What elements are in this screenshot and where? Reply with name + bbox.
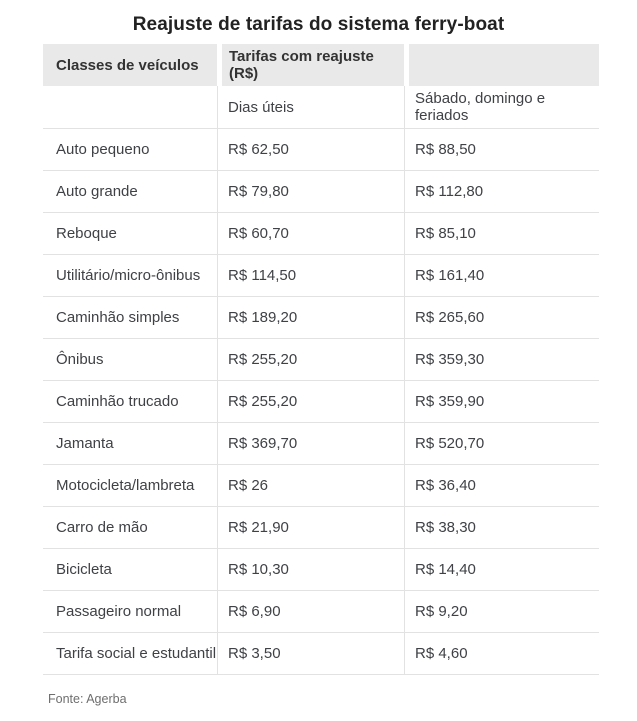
subheader-empty bbox=[43, 86, 217, 128]
vehicle-class-cell: Ônibus bbox=[56, 351, 104, 368]
table-row: Auto pequeno R$ 62,50 R$ 88,50 bbox=[43, 129, 599, 171]
weekday-tariff-cell: R$ 6,90 bbox=[217, 591, 404, 632]
weekday-tariff-cell: R$ 10,30 bbox=[217, 549, 404, 590]
weekend-tariff-cell: R$ 88,50 bbox=[404, 129, 599, 170]
vehicle-class-cell: Motocicleta/lambreta bbox=[56, 477, 195, 494]
weekend-tariff-cell: R$ 14,40 bbox=[404, 549, 599, 590]
table-header-row: Classes de veículos Tarifas com reajuste… bbox=[43, 44, 599, 86]
table-row: Auto grande R$ 79,80 R$ 112,80 bbox=[43, 171, 599, 213]
weekday-tariff-cell: R$ 62,50 bbox=[217, 129, 404, 170]
weekend-tariff-cell: R$ 520,70 bbox=[404, 423, 599, 464]
weekend-tariff-cell: R$ 265,60 bbox=[404, 297, 599, 338]
vehicle-class-cell: Caminhão trucado bbox=[56, 393, 179, 410]
table-row: Utilitário/micro-ônibus R$ 114,50 R$ 161… bbox=[43, 255, 599, 297]
weekend-tariff-cell: R$ 359,30 bbox=[404, 339, 599, 380]
weekday-tariff-cell: R$ 3,50 bbox=[217, 633, 404, 674]
vehicle-class-cell: Passageiro normal bbox=[56, 603, 182, 620]
vehicle-class-cell: Bicicleta bbox=[56, 561, 112, 578]
weekday-tariff-cell: R$ 255,20 bbox=[217, 381, 404, 422]
weekend-tariff-cell: R$ 85,10 bbox=[404, 213, 599, 254]
source-note: Fonte: Agerba bbox=[48, 692, 127, 706]
header-vehicle-classes: Classes de veículos bbox=[43, 44, 217, 86]
vehicle-class-cell: Reboque bbox=[56, 225, 117, 242]
header-tariffs-label: Tarifas com reajuste (R$) bbox=[217, 44, 404, 86]
tariff-table: Classes de veículos Tarifas com reajuste… bbox=[43, 44, 599, 675]
weekday-tariff-cell: R$ 60,70 bbox=[217, 213, 404, 254]
weekend-tariff-cell: R$ 36,40 bbox=[404, 465, 599, 506]
weekend-tariff-cell: R$ 38,30 bbox=[404, 507, 599, 548]
vehicle-class-cell: Tarifa social e estudantil bbox=[56, 645, 217, 662]
table-row: Passageiro normal R$ 6,90 R$ 9,20 bbox=[43, 591, 599, 633]
header-spacer bbox=[404, 44, 599, 86]
weekday-tariff-cell: R$ 114,50 bbox=[217, 255, 404, 296]
weekday-tariff-cell: R$ 369,70 bbox=[217, 423, 404, 464]
vehicle-class-cell: Caminhão simples bbox=[56, 309, 180, 326]
vehicle-class-cell: Carro de mão bbox=[56, 519, 148, 536]
weekday-tariff-cell: R$ 79,80 bbox=[217, 171, 404, 212]
vehicle-class-cell: Auto grande bbox=[56, 183, 138, 200]
table-body: Auto pequeno R$ 62,50 R$ 88,50 Auto gran… bbox=[43, 129, 599, 675]
table-row: Bicicleta R$ 10,30 R$ 14,40 bbox=[43, 549, 599, 591]
vehicle-class-cell: Auto pequeno bbox=[56, 141, 150, 158]
ferry-tariff-infographic: Reajuste de tarifas do sistema ferry-boa… bbox=[0, 13, 637, 706]
weekend-tariff-cell: R$ 359,90 bbox=[404, 381, 599, 422]
table-row: Tarifa social e estudantil R$ 3,50 R$ 4,… bbox=[43, 633, 599, 675]
table-row: Jamanta R$ 369,70 R$ 520,70 bbox=[43, 423, 599, 465]
table-row: Motocicleta/lambreta R$ 26 R$ 36,40 bbox=[43, 465, 599, 507]
table-row: Caminhão simples R$ 189,20 R$ 265,60 bbox=[43, 297, 599, 339]
vehicle-class-cell: Jamanta bbox=[56, 435, 114, 452]
weekday-tariff-cell: R$ 26 bbox=[217, 465, 404, 506]
table-row: Caminhão trucado R$ 255,20 R$ 359,90 bbox=[43, 381, 599, 423]
page-title: Reajuste de tarifas do sistema ferry-boa… bbox=[132, 14, 505, 35]
weekend-tariff-cell: R$ 112,80 bbox=[404, 171, 599, 212]
weekend-tariff-cell: R$ 9,20 bbox=[404, 591, 599, 632]
vehicle-class-cell: Utilitário/micro-ônibus bbox=[56, 267, 201, 284]
weekend-tariff-cell: R$ 161,40 bbox=[404, 255, 599, 296]
table-row: Carro de mão R$ 21,90 R$ 38,30 bbox=[43, 507, 599, 549]
table-row: Reboque R$ 60,70 R$ 85,10 bbox=[43, 213, 599, 255]
subheader-weekends-label: Sábado, domingo e feriados bbox=[404, 86, 599, 128]
subheader-weekdays-label: Dias úteis bbox=[217, 86, 404, 128]
weekday-tariff-cell: R$ 189,20 bbox=[217, 297, 404, 338]
weekend-tariff-cell: R$ 4,60 bbox=[404, 633, 599, 674]
weekday-tariff-cell: R$ 21,90 bbox=[217, 507, 404, 548]
table-subheader-row: Dias úteis Sábado, domingo e feriados bbox=[43, 86, 599, 129]
weekday-tariff-cell: R$ 255,20 bbox=[217, 339, 404, 380]
table-row: Ônibus R$ 255,20 R$ 359,30 bbox=[43, 339, 599, 381]
